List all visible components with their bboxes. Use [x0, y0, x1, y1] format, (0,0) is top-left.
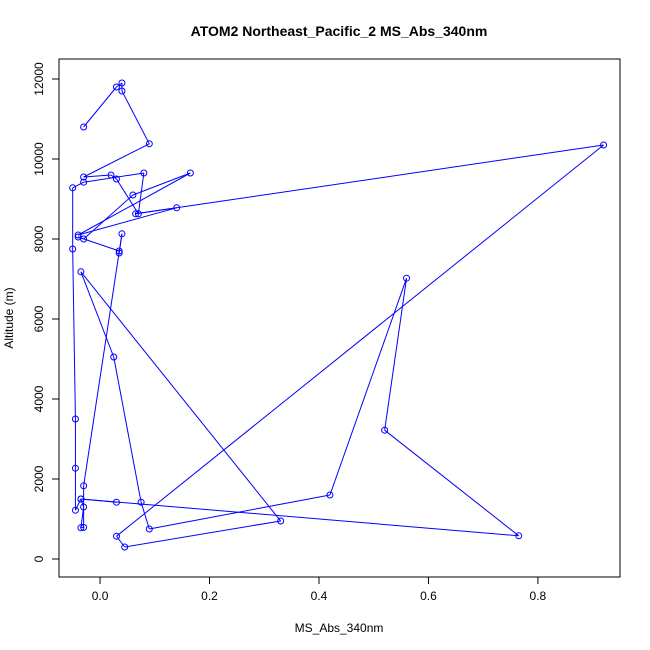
x-axis: 0.0 0.2 0.4 0.6 0.8 — [92, 577, 547, 603]
data-point — [137, 498, 145, 506]
data-point — [381, 426, 389, 434]
data-point — [80, 482, 88, 490]
data-point — [112, 532, 120, 540]
series-line-segment — [77, 172, 191, 236]
series-line-segment — [83, 86, 117, 128]
data-point — [118, 87, 126, 95]
data-point — [80, 235, 88, 243]
data-point — [77, 524, 85, 532]
x-tick-label: 0.0 — [92, 589, 109, 603]
series-line-segment — [137, 172, 145, 214]
data-point — [77, 495, 85, 503]
x-axis-label: MS_Abs_340nm — [295, 621, 384, 635]
y-axis: 0 2000 4000 6000 8000 10000 12000 — [32, 62, 59, 562]
data-point — [115, 249, 123, 257]
data-point — [80, 178, 88, 186]
series-line-segment — [83, 143, 150, 178]
chart-title: ATOM2 Northeast_Pacific_2 MS_Abs_340nm — [191, 23, 488, 39]
x-tick-label: 0.6 — [420, 589, 437, 603]
data-point — [74, 231, 82, 239]
data-point — [80, 173, 88, 181]
data-point — [69, 245, 77, 253]
data-point — [110, 353, 118, 361]
x-tick-label: 0.2 — [201, 589, 218, 603]
series-line-segment — [83, 194, 134, 240]
data-point — [118, 79, 126, 87]
series-line-segment — [124, 520, 281, 548]
data-point — [134, 210, 142, 218]
data-point — [118, 230, 126, 238]
data-point — [80, 503, 88, 511]
data-point — [71, 464, 79, 472]
series-line-segment — [384, 278, 408, 431]
x-tick-label: 0.4 — [311, 589, 328, 603]
series-line-segment — [132, 172, 191, 196]
y-tick-label: 0 — [32, 555, 46, 562]
series-line-segment — [74, 498, 82, 511]
y-tick-label: 2000 — [32, 465, 46, 492]
data-point — [145, 525, 153, 533]
series-line-segment — [121, 90, 150, 145]
plot-frame — [58, 58, 621, 578]
series-line-segment — [77, 236, 120, 252]
y-tick-label: 4000 — [32, 385, 46, 412]
data-point — [112, 175, 120, 183]
y-tick-label: 10000 — [32, 142, 46, 176]
series-line-segment — [83, 233, 123, 486]
series-line-segment — [80, 271, 282, 522]
series-line-segment — [72, 181, 84, 189]
data-point — [121, 543, 129, 551]
series-line-segment — [80, 271, 115, 358]
data-point — [277, 517, 285, 525]
data-point — [132, 210, 140, 218]
data-point — [515, 532, 523, 540]
data-point — [129, 191, 137, 199]
series-points — [69, 79, 608, 551]
series-lines — [72, 82, 604, 548]
y-tick-label: 6000 — [32, 305, 46, 332]
data-point — [112, 83, 120, 91]
series-line-segment — [116, 535, 126, 548]
series-line-segment — [113, 356, 142, 503]
series-line-segment — [80, 498, 117, 503]
series-line-segment — [78, 207, 177, 236]
data-point — [115, 247, 123, 255]
series-line-segment — [80, 498, 519, 537]
series-line-segment — [72, 248, 76, 420]
data-point — [80, 523, 88, 531]
data-point — [140, 169, 148, 177]
series-line-segment — [384, 429, 520, 537]
data-point — [80, 123, 88, 131]
data-point — [600, 141, 608, 149]
data-point — [69, 184, 77, 192]
series-line-segment — [135, 144, 604, 215]
data-point — [112, 498, 120, 506]
data-point — [403, 274, 411, 282]
data-point — [71, 415, 79, 423]
data-point — [173, 204, 181, 212]
series-line-segment — [83, 174, 112, 178]
data-point — [186, 169, 194, 177]
series-line-segment — [116, 144, 604, 537]
series-line-segment — [329, 278, 408, 496]
series-line-segment — [140, 502, 150, 530]
data-point — [107, 171, 115, 179]
data-point — [326, 491, 334, 499]
data-point — [71, 506, 79, 514]
series-line-segment — [116, 178, 139, 215]
y-tick-label: 12000 — [32, 62, 46, 96]
data-point — [77, 268, 85, 276]
y-axis-label: Altitude (m) — [2, 287, 16, 348]
data-point — [145, 140, 153, 148]
x-tick-label: 0.8 — [530, 589, 547, 603]
y-tick-label: 8000 — [32, 225, 46, 252]
